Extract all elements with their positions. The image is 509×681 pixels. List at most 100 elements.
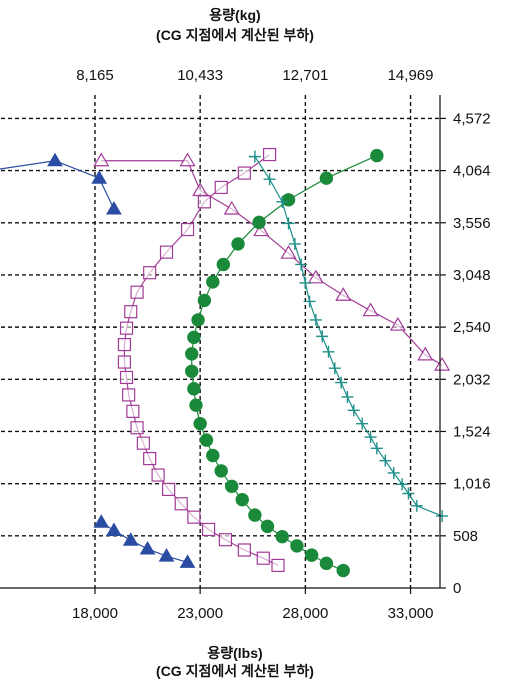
right-tick-label: 508 [453, 528, 478, 545]
data-point [271, 558, 285, 573]
data-point [235, 492, 249, 507]
data-point [370, 148, 384, 163]
data-point [237, 166, 251, 180]
data-point [248, 150, 261, 163]
top-tick-label: 14,969 [388, 67, 434, 84]
data-point [309, 313, 322, 326]
data-point [179, 554, 196, 568]
data-point [117, 355, 132, 369]
data-point [162, 482, 176, 496]
data-point [206, 275, 220, 289]
data-point [187, 330, 201, 345]
bottom-tick-label: 23,000 [177, 605, 223, 622]
data-point [185, 364, 199, 378]
right-tick-label: 0 [453, 580, 461, 597]
data-point [179, 152, 196, 167]
series-curve [123, 154, 279, 566]
data-point [117, 337, 132, 352]
data-point [151, 468, 165, 482]
series-curve [0, 160, 115, 210]
data-point [216, 257, 231, 272]
data-point [290, 539, 304, 553]
top-tick-label: 12,701 [282, 67, 328, 84]
data-point [275, 529, 289, 544]
chart-markers [47, 147, 451, 578]
series-curve [191, 155, 378, 572]
data-point [248, 508, 262, 522]
data-point [225, 479, 239, 494]
bottom-axis-title-line-2: (CG 지점에서 계산된 부하) [156, 663, 314, 679]
data-point [143, 451, 157, 466]
chart-curves [0, 154, 443, 572]
data-point [143, 266, 157, 280]
data-point [252, 215, 266, 230]
data-point [192, 182, 209, 197]
data-point [158, 548, 175, 562]
data-point [187, 510, 201, 524]
data-point [122, 388, 136, 402]
data-point [180, 222, 195, 237]
data-point [347, 404, 360, 417]
data-point [126, 404, 140, 418]
series-curve [254, 156, 443, 517]
data-point [295, 258, 308, 271]
data-point [199, 433, 214, 447]
chart-gridlines [0, 95, 440, 588]
data-point [106, 522, 122, 536]
data-point [336, 563, 350, 578]
data-point [201, 522, 216, 537]
data-point [364, 431, 377, 444]
data-point [256, 551, 270, 565]
data-point [396, 478, 409, 491]
data-point [136, 436, 150, 450]
data-point [288, 237, 301, 250]
bottom-tick-label: 18,000 [72, 605, 118, 622]
data-point [379, 454, 392, 467]
data-point [197, 195, 211, 209]
series-curve [101, 160, 443, 366]
data-point [319, 171, 334, 185]
data-point [341, 390, 354, 403]
top-tick-label: 10,433 [177, 67, 223, 84]
data-point [231, 237, 245, 251]
data-point [214, 464, 228, 478]
data-point [299, 276, 312, 289]
data-point [223, 200, 240, 215]
data-point [276, 195, 289, 208]
right-tick-label: 1,524 [453, 423, 491, 440]
data-point [281, 193, 296, 207]
data-point [193, 416, 207, 431]
data-point [304, 548, 319, 562]
bottom-tick-label: 33,000 [388, 605, 434, 622]
data-point [417, 346, 434, 361]
right-tick-label: 3,556 [453, 215, 491, 232]
top-axis-title-line-1: 용량(kg) [209, 7, 260, 23]
data-point [387, 466, 400, 479]
data-point [328, 362, 341, 375]
chart-axes [0, 95, 446, 594]
data-point [185, 347, 199, 361]
data-point [389, 316, 406, 331]
data-point [356, 417, 369, 430]
data-point [159, 245, 174, 259]
data-point [263, 173, 276, 186]
right-tick-label: 1,016 [453, 476, 491, 493]
data-point [93, 514, 110, 528]
data-point [362, 302, 379, 317]
data-point [319, 556, 334, 571]
right-tick-label: 4,064 [453, 163, 491, 180]
data-point [410, 499, 423, 512]
data-point [130, 285, 144, 299]
data-point [280, 244, 297, 259]
data-point [307, 269, 324, 284]
data-point [303, 295, 316, 308]
data-point [260, 519, 275, 534]
data-point [119, 370, 134, 385]
bottom-axis-title-line-1: 용량(lbs) [207, 645, 262, 661]
data-point [253, 222, 270, 237]
data-point [189, 398, 203, 412]
data-point [206, 448, 220, 463]
data-point [197, 293, 212, 308]
bottom-tick-label: 28,000 [282, 605, 328, 622]
